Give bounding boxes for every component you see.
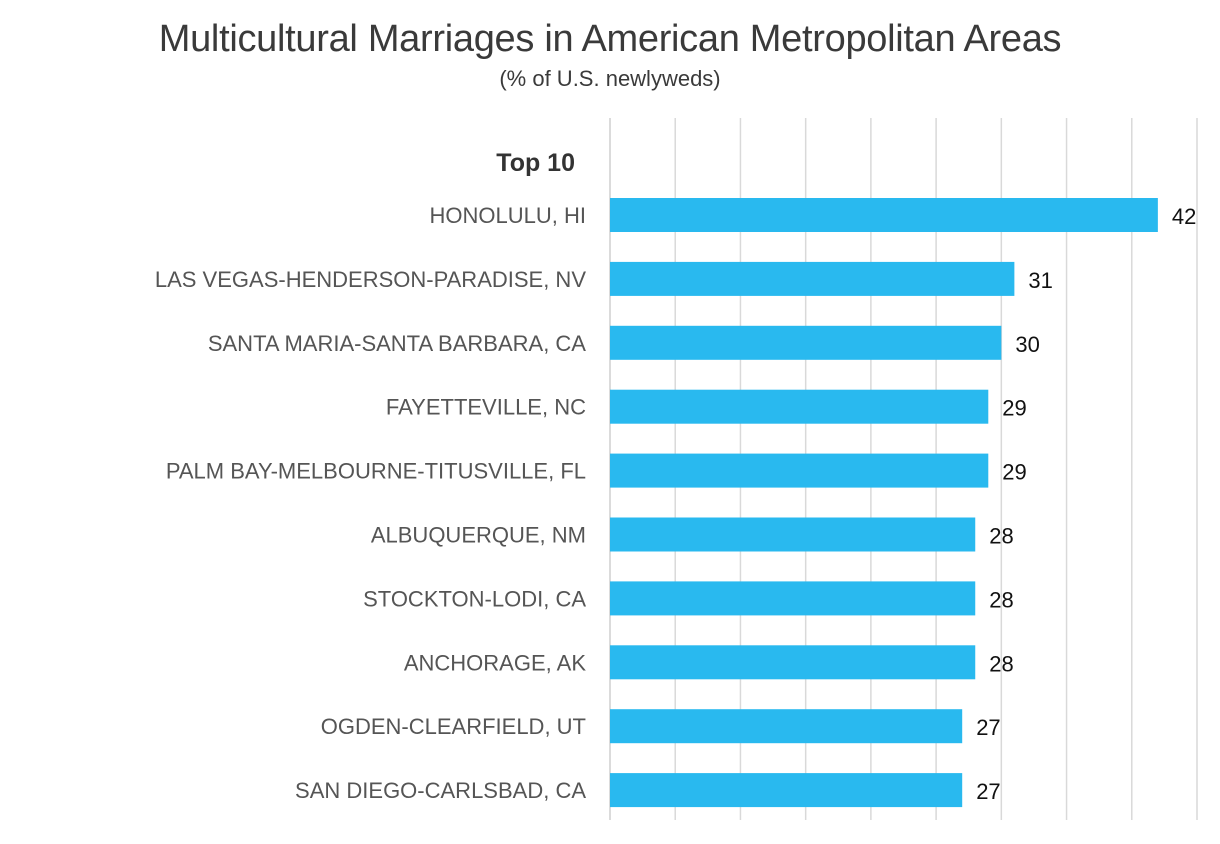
value-label: 27 (976, 715, 1000, 740)
value-label: 28 (989, 651, 1013, 676)
bar (610, 709, 963, 744)
value-label: 28 (989, 587, 1013, 612)
category-label: STOCKTON-LODI, CA (363, 586, 586, 611)
category-label: OGDEN-CLEARFIELD, UT (321, 714, 586, 739)
category-label: FAYETTEVILLE, NC (386, 395, 586, 420)
chart-title: Multicultural Marriages in American Metr… (158, 18, 1062, 60)
bar (610, 773, 963, 808)
value-label: 29 (1002, 396, 1026, 421)
category-label: SANTA MARIA-SANTA BARBARA, CA (208, 331, 586, 356)
category-label: HONOLULU, HI (430, 203, 586, 228)
bars (610, 198, 1158, 808)
category-labels: HONOLULU, HI LAS VEGAS-HENDERSON-PARADISE… (155, 203, 586, 803)
category-label: SAN DIEGO-CARLSBAD, CA (295, 778, 586, 803)
value-labels: 42 31 30 29 29 28 28 28 27 27 (976, 204, 1196, 804)
bar (610, 645, 976, 680)
value-label: 27 (976, 779, 1000, 804)
bar (610, 325, 1002, 360)
value-label: 42 (1172, 204, 1196, 229)
bar (610, 581, 976, 616)
bar (610, 198, 1158, 232)
bar (610, 453, 989, 488)
bar (610, 261, 1015, 296)
value-label: 30 (1015, 332, 1039, 357)
group-label: Top 10 (496, 149, 575, 177)
chart-subtitle: (% of U.S. newlyweds) (499, 66, 721, 91)
category-label: PALM BAY-MELBOURNE-TITUSVILLE, FL (166, 459, 586, 484)
value-label: 29 (1002, 460, 1026, 485)
bar (610, 517, 976, 552)
bar (610, 389, 989, 424)
category-label: ANCHORAGE, AK (404, 650, 586, 675)
value-label: 28 (989, 524, 1013, 549)
value-label: 31 (1028, 268, 1052, 293)
category-label: LAS VEGAS-HENDERSON-PARADISE, NV (155, 267, 586, 292)
category-label: ALBUQUERQUE, NM (371, 523, 586, 548)
